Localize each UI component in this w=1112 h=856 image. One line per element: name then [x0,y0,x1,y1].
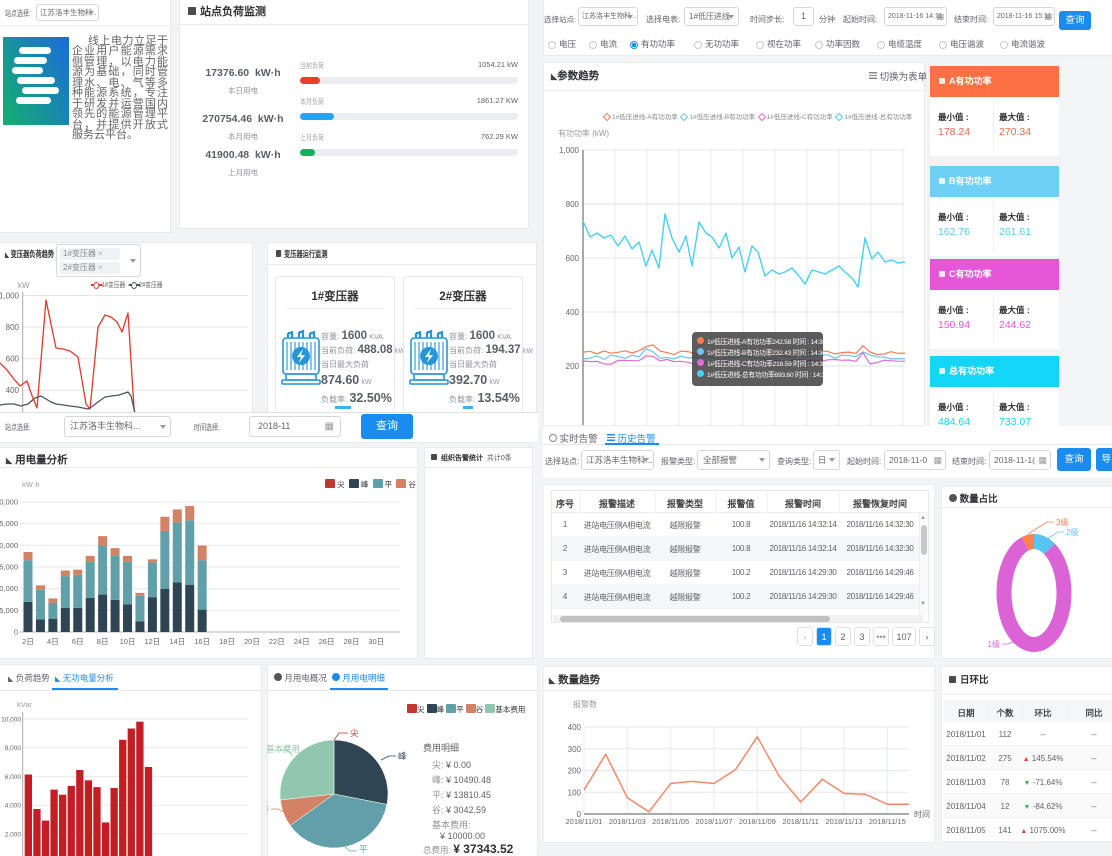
svg-text:400: 400 [6,386,20,395]
svg-text:6日: 6日 [72,637,84,646]
svg-text:平: 平 [359,844,368,854]
svg-text:12日: 12日 [144,637,160,646]
svg-text:26日: 26日 [319,637,335,646]
svg-text:4,000: 4,000 [5,803,22,810]
svg-text:2,000: 2,000 [5,831,22,838]
svg-text:20日: 20日 [244,637,260,646]
svg-text:400: 400 [566,308,580,317]
svg-text:30日: 30日 [368,637,384,646]
svg-text:100: 100 [568,788,582,797]
svg-text:2018/11/03: 2018/11/03 [609,817,646,826]
svg-text:800: 800 [566,200,580,209]
svg-text:0,000: 0,000 [0,498,18,507]
svg-text:3级: 3级 [1056,517,1068,527]
svg-text:300: 300 [568,745,582,754]
svg-text:1,000: 1,000 [559,146,580,155]
svg-text:800: 800 [6,323,20,332]
svg-text:200: 200 [568,767,582,776]
svg-text:2018/11/15: 2018/11/15 [869,817,906,826]
svg-text:2018/11/07: 2018/11/07 [695,817,732,826]
svg-text:2018/11/05: 2018/11/05 [652,817,689,826]
svg-text:600: 600 [566,254,580,263]
svg-text:28日: 28日 [344,637,360,646]
svg-text:6,000: 6,000 [5,774,22,781]
svg-text:2级: 2级 [1066,527,1078,537]
svg-text:1级: 1级 [988,639,1000,649]
svg-text:5,000: 5,000 [0,606,18,615]
svg-text:峰: 峰 [398,751,407,761]
svg-text:8日: 8日 [97,637,109,646]
svg-text:10日: 10日 [120,637,136,646]
svg-text:8,000: 8,000 [5,745,22,752]
svg-text:基本费用: 基本费用 [267,744,300,754]
svg-text:0: 0 [577,810,582,819]
svg-text:600: 600 [6,355,20,364]
svg-text:2018/11/01: 2018/11/01 [566,817,603,826]
svg-text:4日: 4日 [47,637,59,646]
svg-text:22日: 22日 [269,637,285,646]
svg-text:400: 400 [568,723,582,732]
svg-text:0,000: 0,000 [0,584,18,593]
svg-text:10,000: 10,000 [1,717,21,724]
svg-text:尖: 尖 [350,728,359,738]
svg-text:2018/11/11: 2018/11/11 [782,817,818,826]
svg-text:5,000: 5,000 [0,563,18,572]
svg-text:谷: 谷 [267,804,269,814]
svg-text:2018/11/13: 2018/11/13 [825,817,862,826]
svg-text:5,000: 5,000 [0,519,18,528]
svg-text:18日: 18日 [219,637,235,646]
svg-text:14日: 14日 [169,637,185,646]
svg-text:0,000: 0,000 [0,541,18,550]
svg-text:200: 200 [566,362,580,371]
svg-text:16日: 16日 [194,637,210,646]
svg-text:24日: 24日 [294,637,310,646]
svg-text:0: 0 [14,628,18,637]
svg-text:1,000: 1,000 [0,292,20,301]
svg-text:时间: 时间 [914,809,930,819]
svg-text:2日: 2日 [22,637,34,646]
svg-text:2018/11/09: 2018/11/09 [739,817,776,826]
